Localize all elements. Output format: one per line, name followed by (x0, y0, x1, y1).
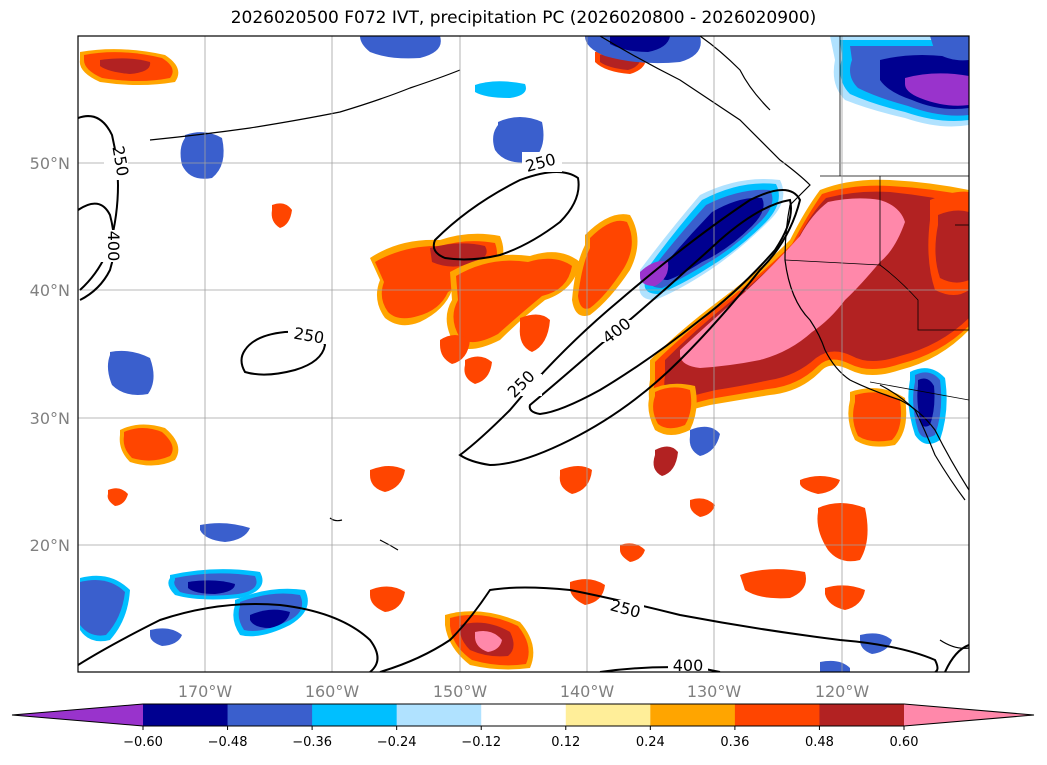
precip-shading (79, 36, 969, 672)
lon-axis-labels: 170°W 160°W 150°W 140°W 130°W 120°W (178, 682, 870, 701)
lon-label: 160°W (305, 682, 360, 701)
colorbar-segment (650, 704, 736, 726)
colorbar-segment (734, 704, 820, 726)
contour-250-mid (240, 330, 327, 376)
lat-label: 20°N (30, 536, 70, 555)
lat-label: 50°N (30, 154, 70, 173)
map-layers: 250 400 250 250 400 250 250 400 (78, 36, 969, 675)
colorbar-tick-label: −0.12 (461, 735, 501, 750)
colorbar-segment (819, 704, 905, 726)
colorbar-extend-high (904, 704, 1034, 726)
gridlines (78, 36, 969, 672)
colorbar-tick-label: 0.36 (720, 735, 749, 750)
contour-east-edge (944, 644, 969, 672)
contour-250-ar (458, 189, 802, 467)
lat-label: 40°N (30, 281, 70, 300)
colorbar-tick-label: 0.48 (805, 735, 834, 750)
colorbar-extend-low (12, 704, 143, 726)
contour-250-north (432, 171, 580, 261)
colorbar-segment (312, 704, 398, 726)
colorbar-tick-label: −0.48 (208, 735, 248, 750)
contour-label: 400 (104, 231, 123, 262)
lon-label: 120°W (815, 682, 870, 701)
colorbar-segment (565, 704, 651, 726)
lat-label: 30°N (30, 409, 70, 428)
colorbar-tick-label: 0.60 (890, 735, 919, 750)
political-borders (784, 36, 969, 401)
colorbar-tick-label: −0.36 (292, 735, 332, 750)
contour-250-south-west (78, 603, 379, 672)
map-frame (77, 35, 970, 673)
colorbar-tick-label: 0.24 (636, 735, 665, 750)
lon-label: 170°W (178, 682, 233, 701)
lon-label: 130°W (687, 682, 742, 701)
lat-axis-labels: 50°N 40°N 30°N 20°N (30, 154, 70, 555)
lon-label: 150°W (433, 682, 488, 701)
colorbar-segment (143, 704, 229, 726)
figure-title: 2026020500 F072 IVT, precipitation PC (2… (230, 8, 817, 28)
colorbar: −0.60 −0.48 −0.36 −0.24 −0.12 0.12 0.24 0.36 0.4… (11, 703, 1035, 750)
colorbar-tick-label: 0.12 (551, 735, 580, 750)
colorbar-tick-label: −0.60 (123, 735, 163, 750)
contour-label: 400 (673, 656, 704, 675)
colorbar-segment (396, 704, 482, 726)
colorbar-tick-label: −0.24 (377, 735, 417, 750)
lon-label: 140°W (560, 682, 615, 701)
colorbar-segment (481, 704, 567, 726)
colorbar-segment (227, 704, 313, 726)
contour-labels: 250 400 250 250 400 250 250 400 (100, 144, 708, 675)
